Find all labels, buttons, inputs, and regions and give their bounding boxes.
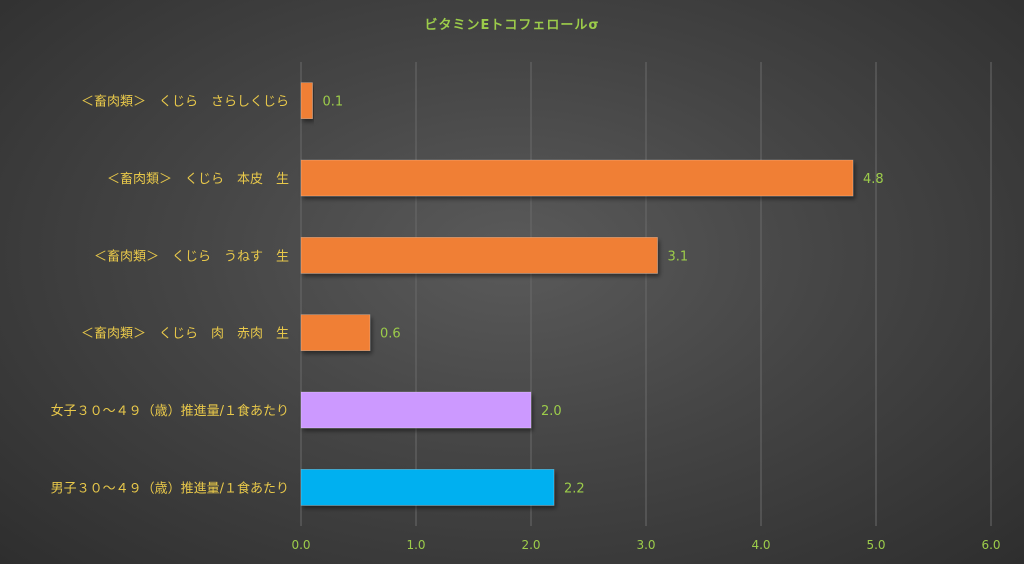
x-tick-label-1: 1.0: [406, 538, 425, 552]
value-label-0: 0.1: [323, 95, 344, 110]
bar-2: [300, 237, 658, 274]
value-label-3: 0.6: [380, 327, 401, 342]
category-label-3: ＜畜肉類＞ くじら 肉 赤肉 生: [81, 326, 289, 342]
category-label-1: ＜畜肉類＞ くじら 本皮 生: [107, 171, 289, 187]
value-label-2: 3.1: [668, 249, 689, 264]
value-label-1: 4.8: [863, 172, 884, 187]
x-tick-label-4: 4.0: [751, 538, 770, 552]
bar-1: [300, 159, 854, 197]
category-label-0: ＜畜肉類＞ くじら さらしくじら: [81, 94, 289, 110]
bar-0: [300, 82, 313, 119]
x-tick-label-3: 3.0: [636, 538, 655, 552]
x-tick-label-6: 6.0: [981, 538, 1000, 552]
bar-4: [300, 391, 532, 429]
value-label-5: 2.2: [564, 481, 585, 496]
chart-title: ビタミンEトコフェロールσ: [424, 18, 600, 33]
x-tick-label-5: 5.0: [866, 538, 885, 552]
bar-3: [300, 314, 371, 351]
value-label-4: 2.0: [541, 404, 562, 419]
category-label-5: 男子３０～４９（歳）推進量/１食あたり: [51, 480, 289, 496]
category-label-4: 女子３０～４９（歳）推進量/１食あたり: [51, 403, 289, 419]
bar-5: [300, 469, 555, 506]
x-tick-label-2: 2.0: [521, 538, 540, 552]
category-label-2: ＜畜肉類＞ くじら うねす 生: [94, 248, 289, 264]
x-tick-label-0: 0.0: [291, 538, 310, 552]
